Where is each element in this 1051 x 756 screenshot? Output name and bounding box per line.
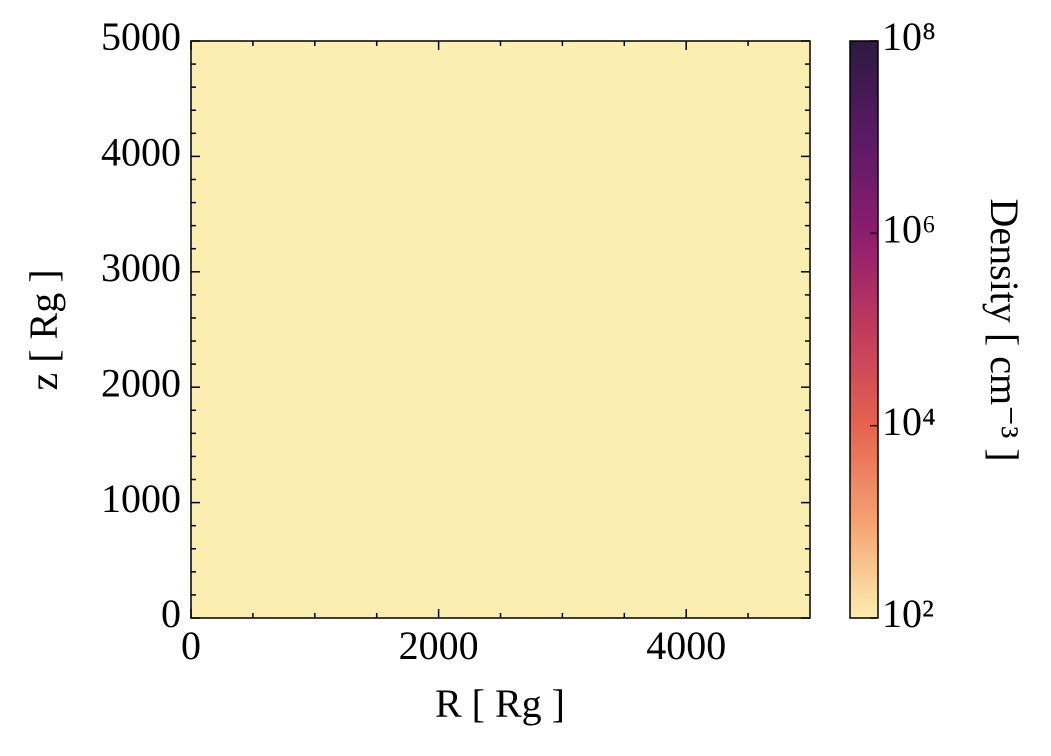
colorbar-tick-label: 10²: [882, 591, 934, 636]
x-tick-label: 2000: [399, 623, 479, 668]
x-tick-label: 4000: [646, 623, 726, 668]
colorbar-tick-label: 10⁸: [882, 14, 936, 59]
colorbar-tick-label: 10⁶: [882, 207, 936, 252]
heatmap-cell: [191, 41, 811, 619]
y-tick-label: 2000: [101, 360, 181, 405]
colorbar-label: Density [ cm⁻³ ]: [982, 198, 1027, 461]
y-tick-label: 1000: [101, 476, 181, 521]
x-axis-label: R [ Rg ]: [435, 681, 565, 726]
colorbar: [849, 40, 879, 619]
y-tick-label: 3000: [101, 245, 181, 290]
y-tick-label: 0: [161, 591, 181, 636]
y-tick-label: 4000: [101, 130, 181, 175]
colorbar-tick-label: 10⁴: [882, 399, 936, 444]
y-axis-label: z [ Rg ]: [21, 269, 66, 390]
x-tick-label: 0: [181, 623, 201, 668]
y-tick-label: 5000: [101, 14, 181, 59]
